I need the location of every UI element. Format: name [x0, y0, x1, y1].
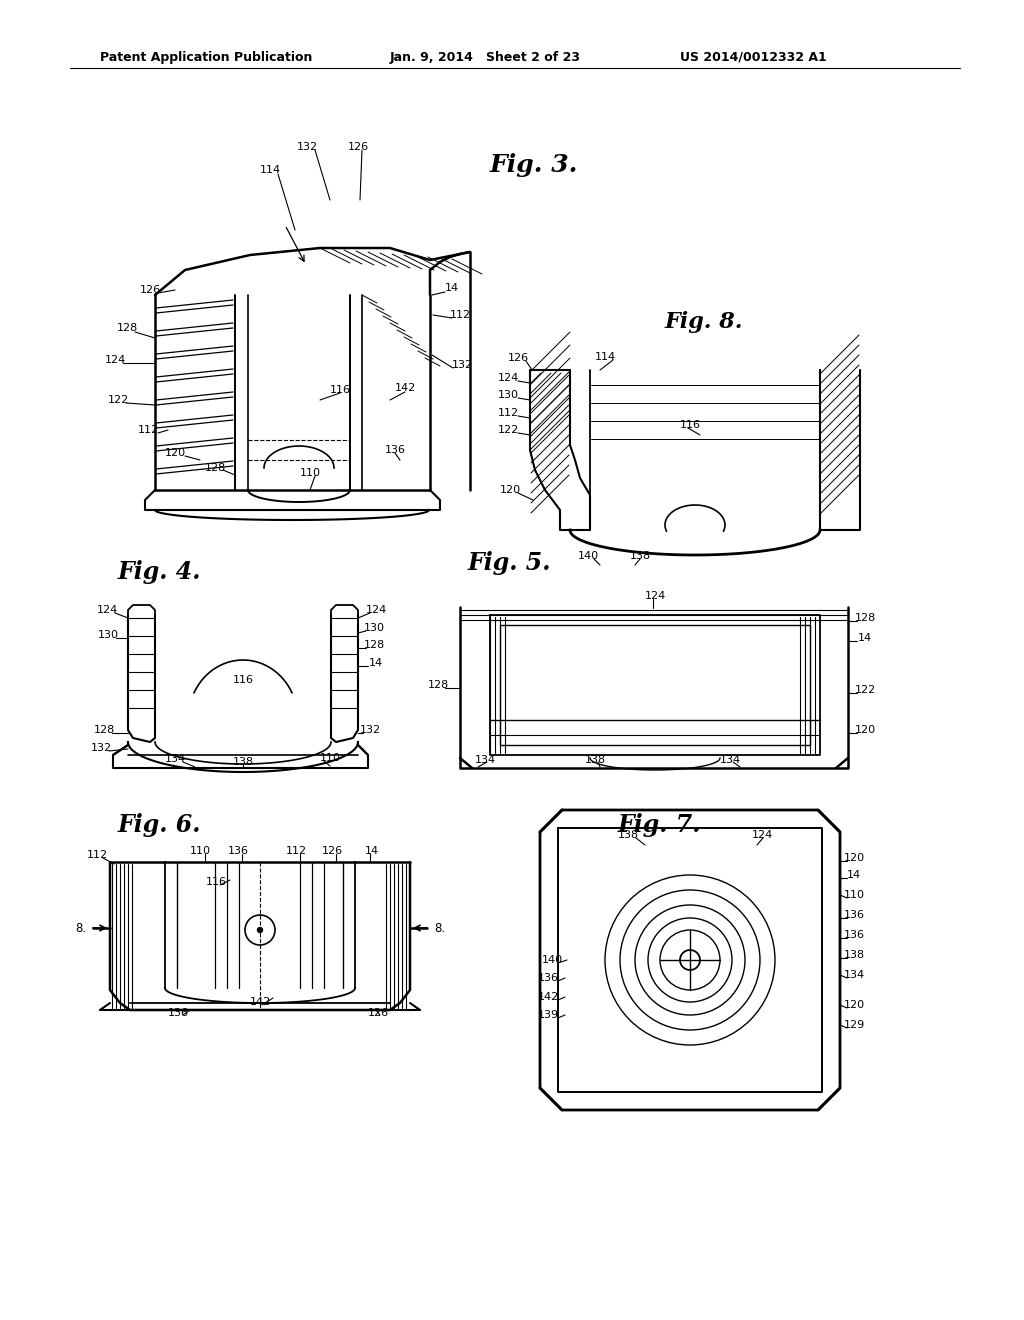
Text: 129: 129 [844, 1020, 864, 1030]
Text: 136: 136 [384, 445, 406, 455]
Text: 110: 110 [299, 469, 321, 478]
Text: 8.: 8. [76, 921, 87, 935]
Text: 124: 124 [498, 374, 518, 383]
Text: 132: 132 [452, 360, 472, 370]
Text: 120: 120 [854, 725, 876, 735]
Text: 112: 112 [450, 310, 471, 319]
Text: 136: 136 [227, 846, 249, 855]
Text: 128: 128 [854, 612, 876, 623]
Text: 130: 130 [498, 389, 518, 400]
Text: Patent Application Publication: Patent Application Publication [100, 50, 312, 63]
Text: 138: 138 [630, 550, 650, 561]
Text: 138: 138 [232, 756, 254, 767]
Text: 112: 112 [498, 408, 518, 418]
Text: Fig. 8.: Fig. 8. [665, 312, 743, 333]
Text: Jan. 9, 2014   Sheet 2 of 23: Jan. 9, 2014 Sheet 2 of 23 [390, 50, 581, 63]
Text: 110: 110 [189, 846, 211, 855]
Text: 126: 126 [347, 143, 369, 152]
Text: 142: 142 [394, 383, 416, 393]
Text: 112: 112 [137, 425, 159, 436]
Text: 136: 136 [844, 909, 864, 920]
Text: 14: 14 [365, 846, 379, 855]
Text: 128: 128 [117, 323, 137, 333]
Text: 124: 124 [366, 605, 387, 615]
Text: 126: 126 [139, 285, 161, 294]
Text: 142: 142 [538, 993, 559, 1002]
Text: 128: 128 [364, 640, 385, 649]
Text: 124: 124 [644, 591, 666, 601]
Text: 130: 130 [364, 623, 384, 634]
Text: 124: 124 [752, 830, 773, 840]
Text: 112: 112 [86, 850, 108, 861]
Text: Fig. 4.: Fig. 4. [118, 560, 202, 583]
Text: 122: 122 [498, 425, 518, 436]
Circle shape [257, 928, 262, 932]
Text: 134: 134 [474, 755, 496, 766]
Text: 120: 120 [165, 447, 185, 458]
Text: 132: 132 [90, 743, 112, 752]
Text: 132: 132 [359, 725, 381, 735]
Text: 134: 134 [720, 755, 740, 766]
Text: 130: 130 [97, 630, 119, 640]
Text: Fig. 5.: Fig. 5. [468, 550, 552, 576]
Text: 134: 134 [844, 970, 864, 979]
Text: 140: 140 [542, 954, 562, 965]
Text: 136: 136 [844, 931, 864, 940]
Text: 142: 142 [250, 997, 270, 1007]
Text: 116: 116 [232, 675, 254, 685]
Text: 139: 139 [538, 1010, 558, 1020]
Text: 112: 112 [286, 846, 306, 855]
Text: 120: 120 [844, 853, 864, 863]
Text: 14: 14 [369, 657, 383, 668]
Text: 116: 116 [206, 876, 226, 887]
Text: 124: 124 [104, 355, 126, 366]
Text: 126: 126 [322, 846, 343, 855]
Text: 128: 128 [427, 680, 449, 690]
Text: 14: 14 [847, 870, 861, 880]
Text: 128: 128 [205, 463, 225, 473]
Text: 134: 134 [165, 754, 185, 764]
Text: 116: 116 [330, 385, 350, 395]
Text: 122: 122 [854, 685, 876, 696]
Text: 138: 138 [617, 830, 639, 840]
Text: Fig. 6.: Fig. 6. [118, 813, 202, 837]
Text: 110: 110 [844, 890, 864, 900]
Text: 132: 132 [296, 143, 317, 152]
Text: 110: 110 [319, 752, 341, 763]
Text: 128: 128 [93, 725, 115, 735]
Text: 14: 14 [858, 634, 872, 643]
Text: 136: 136 [538, 973, 558, 983]
Text: 138: 138 [585, 755, 605, 766]
Text: 116: 116 [680, 420, 700, 430]
Text: 120: 120 [844, 1001, 864, 1010]
Text: Fig. 3.: Fig. 3. [490, 153, 579, 177]
Text: 14: 14 [445, 282, 459, 293]
Text: 122: 122 [108, 395, 129, 405]
Text: 140: 140 [578, 550, 599, 561]
Text: 114: 114 [595, 352, 615, 362]
Text: 8.: 8. [434, 921, 445, 935]
Text: 124: 124 [96, 605, 118, 615]
Text: 126: 126 [508, 352, 528, 363]
Text: 126: 126 [368, 1008, 388, 1018]
Text: 120: 120 [500, 484, 520, 495]
Text: Fig. 7.: Fig. 7. [618, 813, 701, 837]
Text: 138: 138 [844, 950, 864, 960]
Text: 114: 114 [259, 165, 281, 176]
Text: US 2014/0012332 A1: US 2014/0012332 A1 [680, 50, 826, 63]
Text: 136: 136 [168, 1008, 188, 1018]
